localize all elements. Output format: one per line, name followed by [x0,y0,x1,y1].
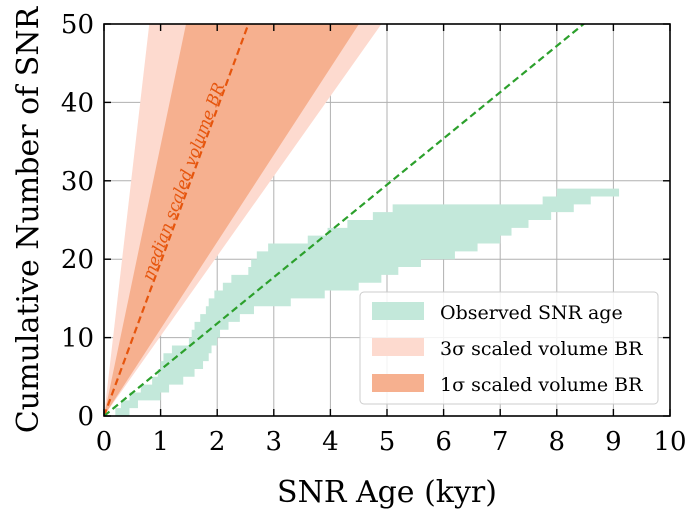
x-tick-label: 3 [266,427,283,457]
y-tick-label: 0 [77,402,94,432]
y-tick-labels: 0 10 20 30 40 50 [61,10,94,432]
x-tick-label: 1 [152,427,169,457]
legend-label-observed: Observed SNR age [440,302,623,324]
x-tick-label: 4 [322,427,339,457]
legend-label-3sigma: 3σ scaled volume BR [440,338,643,360]
x-tick-label: 6 [435,427,452,457]
x-tick-label: 9 [605,427,622,457]
y-tick-label: 50 [61,10,94,40]
legend-swatch-1sigma [372,374,424,392]
x-tick-label: 5 [379,427,396,457]
legend: Observed SNR age 3σ scaled volume BR 1σ … [359,291,659,405]
plot-area [104,24,670,416]
legend-swatch-observed [372,302,424,320]
legend-label-1sigma: 1σ scaled volume BR [440,374,643,396]
y-axis-label: Cumulative Number of SNR [11,5,46,433]
x-tick-label: 8 [549,427,566,457]
x-tick-label: 2 [209,427,226,457]
reference-line-line [104,24,586,416]
observed-snr-age-band [104,188,670,416]
y-tick-label: 20 [61,245,94,275]
x-tick-label: 7 [492,427,509,457]
legend-swatch-3sigma [372,338,424,356]
x-axis-label: SNR Age (kyr) [277,475,497,510]
y-tick-label: 40 [61,88,94,118]
x-tick-label: 0 [96,427,113,457]
y-tick-label: 30 [61,167,94,197]
legend-box [359,291,659,405]
ticks [103,23,671,417]
band-1-scaled-volume-br [104,24,359,416]
x-tick-labels: 0 1 2 3 4 5 6 7 8 9 10 [96,427,687,457]
y-tick-label: 10 [61,324,94,354]
x-tick-label: 10 [653,427,686,457]
